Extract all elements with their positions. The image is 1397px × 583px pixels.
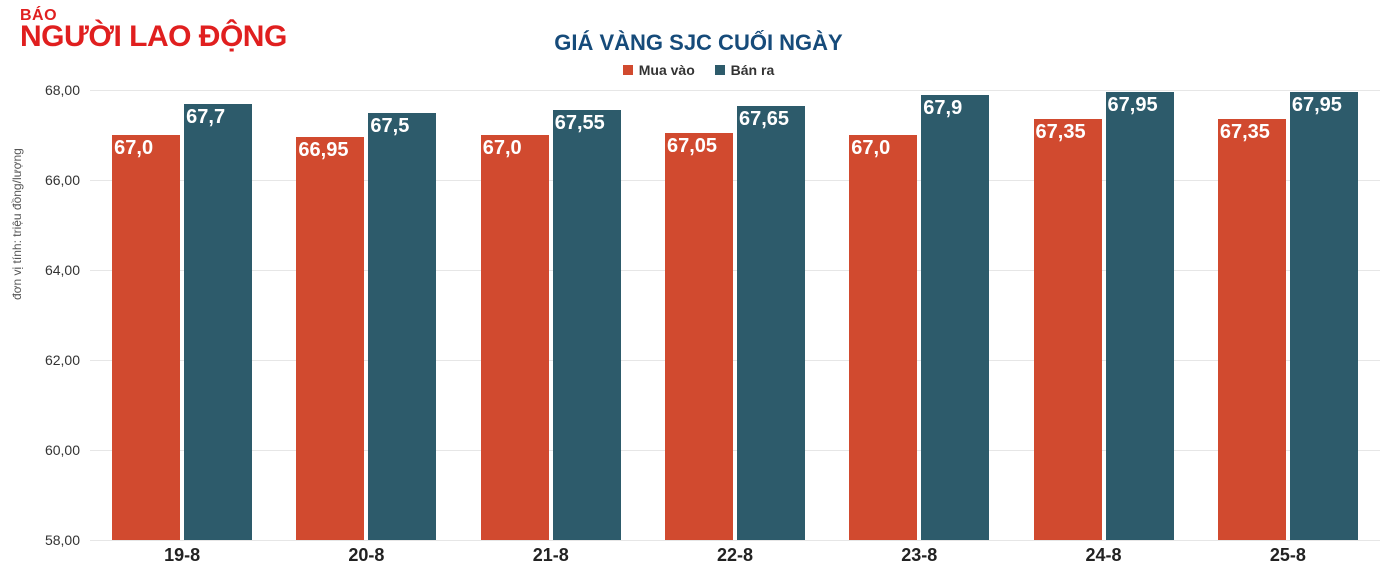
- x-tick-label: 20-8: [296, 545, 436, 566]
- x-tick-label: 19-8: [112, 545, 252, 566]
- bars-container: 67,067,766,9567,567,067,5567,0567,6567,0…: [90, 90, 1380, 540]
- bar-ban-ra: 67,65: [737, 106, 805, 540]
- legend-swatch-ban-ra: [715, 65, 725, 75]
- bar-value-label: 67,7: [186, 106, 225, 129]
- x-tick-label: 22-8: [665, 545, 805, 566]
- bar-value-label: 66,95: [298, 139, 348, 162]
- x-tick-label: 25-8: [1218, 545, 1358, 566]
- bar-group: 67,0 67,9: [849, 95, 989, 541]
- bar-ban-ra: 67,95: [1106, 92, 1174, 540]
- bar-group: 67,05 67,65: [665, 106, 805, 540]
- gridline: [90, 540, 1380, 541]
- legend-item-mua-vao: Mua vào: [623, 62, 695, 78]
- bar-mua-vao: 67,35: [1218, 119, 1286, 540]
- y-tick-label: 68,00: [20, 82, 80, 98]
- chart-legend: Mua vào Bán ra: [0, 62, 1397, 78]
- bar-value-label: 67,5: [370, 115, 409, 138]
- bar-mua-vao: 67,0: [849, 135, 917, 540]
- bar-ban-ra: 67,95: [1290, 92, 1358, 540]
- bar-ban-ra: 67,5: [368, 113, 436, 541]
- bar-value-label: 67,0: [114, 137, 153, 160]
- bar-value-label: 67,35: [1220, 121, 1270, 144]
- plot-area: 58,0060,0062,0064,0066,0068,0067,067,766…: [90, 90, 1380, 540]
- bar-value-label: 67,05: [667, 135, 717, 158]
- bar-group: 67,0 67,55: [481, 110, 621, 540]
- bar-value-label: 67,9: [923, 97, 962, 120]
- bar-mua-vao: 67,0: [481, 135, 549, 540]
- y-tick-label: 58,00: [20, 532, 80, 548]
- y-tick-label: 60,00: [20, 442, 80, 458]
- legend-swatch-mua-vao: [623, 65, 633, 75]
- bar-group: 67,35 67,95: [1218, 92, 1358, 540]
- bar-mua-vao: 67,05: [665, 133, 733, 540]
- bar-mua-vao: 66,95: [296, 137, 364, 540]
- bar-value-label: 67,35: [1036, 121, 1086, 144]
- bar-value-label: 67,95: [1292, 94, 1342, 117]
- y-tick-label: 62,00: [20, 352, 80, 368]
- bar-value-label: 67,0: [483, 137, 522, 160]
- x-tick-label: 24-8: [1034, 545, 1174, 566]
- legend-item-ban-ra: Bán ra: [715, 62, 775, 78]
- bar-value-label: 67,55: [555, 112, 605, 135]
- bar-group: 67,35 67,95: [1034, 92, 1174, 540]
- legend-label-ban-ra: Bán ra: [731, 62, 775, 78]
- bar-group: 67,0 67,7: [112, 104, 252, 541]
- bar-value-label: 67,95: [1108, 94, 1158, 117]
- x-tick-label: 21-8: [481, 545, 621, 566]
- x-axis-labels: 19-8 20-8 21-8 22-8 23-8 24-8 25-8: [90, 545, 1380, 566]
- bar-group: 66,95 67,5: [296, 113, 436, 541]
- x-tick-label: 23-8: [849, 545, 989, 566]
- bar-ban-ra: 67,55: [553, 110, 621, 540]
- y-tick-label: 64,00: [20, 262, 80, 278]
- bar-ban-ra: 67,9: [921, 95, 989, 541]
- bar-mua-vao: 67,0: [112, 135, 180, 540]
- chart-title: GIÁ VÀNG SJC CUỐI NGÀY: [0, 30, 1397, 56]
- bar-value-label: 67,65: [739, 108, 789, 131]
- bar-value-label: 67,0: [851, 137, 890, 160]
- y-tick-label: 66,00: [20, 172, 80, 188]
- legend-label-mua-vao: Mua vào: [639, 62, 695, 78]
- bar-ban-ra: 67,7: [184, 104, 252, 541]
- bar-mua-vao: 67,35: [1034, 119, 1102, 540]
